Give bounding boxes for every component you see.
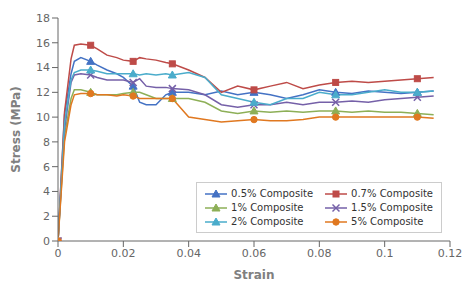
html-text:2% Composite: 2% Composite (231, 216, 304, 227)
svg-text:14: 14 (36, 61, 50, 74)
svg-text:8: 8 (43, 136, 50, 149)
svg-text:0: 0 (43, 235, 50, 248)
html-text:0.5% Composite: 0.5% Composite (231, 188, 313, 199)
svg-text:18: 18 (36, 12, 50, 25)
svg-text:2: 2 (43, 210, 50, 223)
svg-text:0: 0 (55, 247, 62, 260)
svg-text:0.02: 0.02 (111, 247, 136, 260)
svg-text:0.08: 0.08 (307, 247, 332, 260)
svg-text:Stress (MPa): Stress (MPa) (9, 86, 23, 172)
svg-text:0.04: 0.04 (176, 247, 201, 260)
svg-text:10: 10 (36, 111, 50, 124)
svg-text:16: 16 (36, 37, 50, 50)
html-text:5% Composite: 5% Composite (351, 216, 424, 227)
svg-text:6: 6 (43, 161, 50, 174)
svg-text:4: 4 (43, 185, 50, 198)
svg-text:12: 12 (36, 86, 50, 99)
html-text:0.7% Composite: 0.7% Composite (351, 188, 433, 199)
svg-text:Strain: Strain (233, 268, 274, 282)
html-text:1% Composite: 1% Composite (231, 202, 304, 213)
svg-text:0.12: 0.12 (438, 247, 463, 260)
html-text:1.5% Composite: 1.5% Composite (351, 202, 433, 213)
svg-text:0.06: 0.06 (242, 247, 267, 260)
svg-text:0.1: 0.1 (376, 247, 394, 260)
